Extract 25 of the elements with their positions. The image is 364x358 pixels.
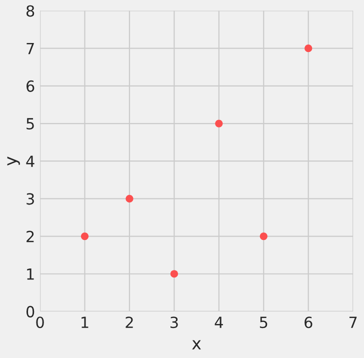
y-tick-label: 5 xyxy=(26,118,34,130)
x-tick-label: 3 xyxy=(170,316,178,328)
x-tick-label: 7 xyxy=(349,316,357,328)
x-tick-label: 6 xyxy=(304,316,312,328)
y-axis-title: y xyxy=(7,156,20,166)
y-tick-label: 8 xyxy=(26,5,34,17)
point xyxy=(170,270,178,278)
point xyxy=(304,44,312,52)
y-tick-label: 4 xyxy=(26,156,34,167)
y-tick-label: 2 xyxy=(26,230,34,242)
x-tick-label: 4 xyxy=(214,316,223,328)
x-tick-label: 0 xyxy=(36,316,44,328)
y-tick-label: 3 xyxy=(26,193,34,205)
y-tick-label: 6 xyxy=(26,80,34,92)
point xyxy=(126,194,134,202)
point xyxy=(215,120,223,128)
point xyxy=(260,232,268,240)
y-tick-label: 0 xyxy=(26,306,34,318)
y-tick-label: 7 xyxy=(26,42,34,54)
x-tick-label: 2 xyxy=(126,316,133,328)
x-tick-label: 1 xyxy=(82,316,88,328)
x-axis-title: x xyxy=(192,340,201,350)
point xyxy=(80,232,89,240)
x-tick-label: 5 xyxy=(260,316,268,328)
y-tick-label: 1 xyxy=(27,268,34,280)
